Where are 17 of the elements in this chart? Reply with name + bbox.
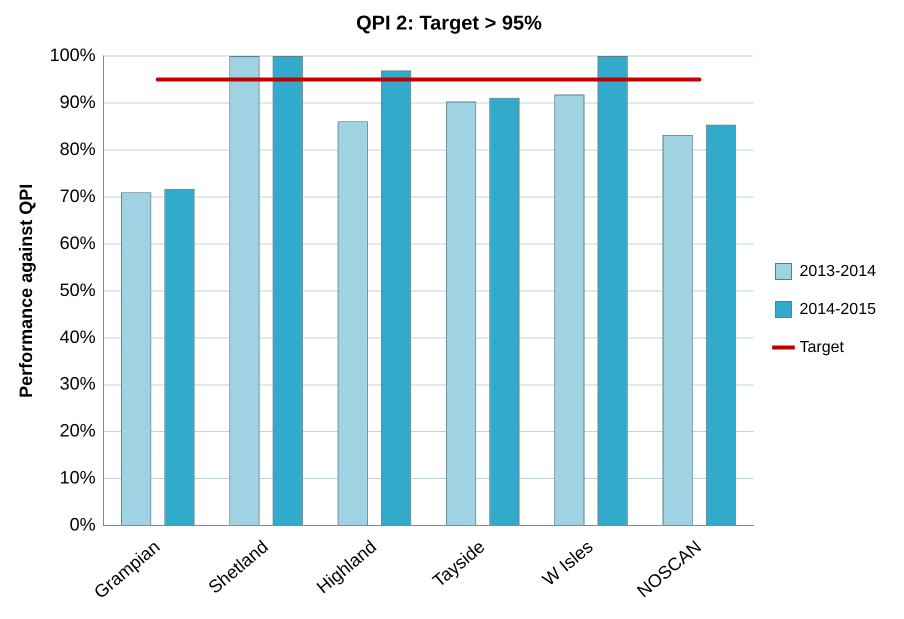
chart-title: QPI 2: Target > 95% (356, 12, 542, 35)
y-tick-label: 80% (60, 138, 96, 159)
x-tick-label: W Isles (538, 536, 597, 590)
legend-label: Target (799, 338, 845, 356)
y-tick-label: 50% (60, 280, 96, 300)
y-tick-label: 30% (60, 374, 96, 394)
y-axis-title: Performance against QPI (16, 184, 36, 398)
y-tick-label: 60% (60, 232, 96, 253)
y-tick-label: 90% (60, 92, 96, 112)
legend-label: 2013-2014 (799, 262, 876, 280)
y-tick-label: 40% (60, 326, 96, 347)
y-tick-label: 20% (60, 420, 96, 441)
y-tick-label: 70% (60, 186, 96, 206)
y-tick-label: 0% (70, 514, 96, 535)
legend-label: 2014-2015 (799, 300, 876, 318)
y-tick-label: 100% (50, 44, 96, 65)
y-tick-label: 10% (60, 468, 96, 488)
